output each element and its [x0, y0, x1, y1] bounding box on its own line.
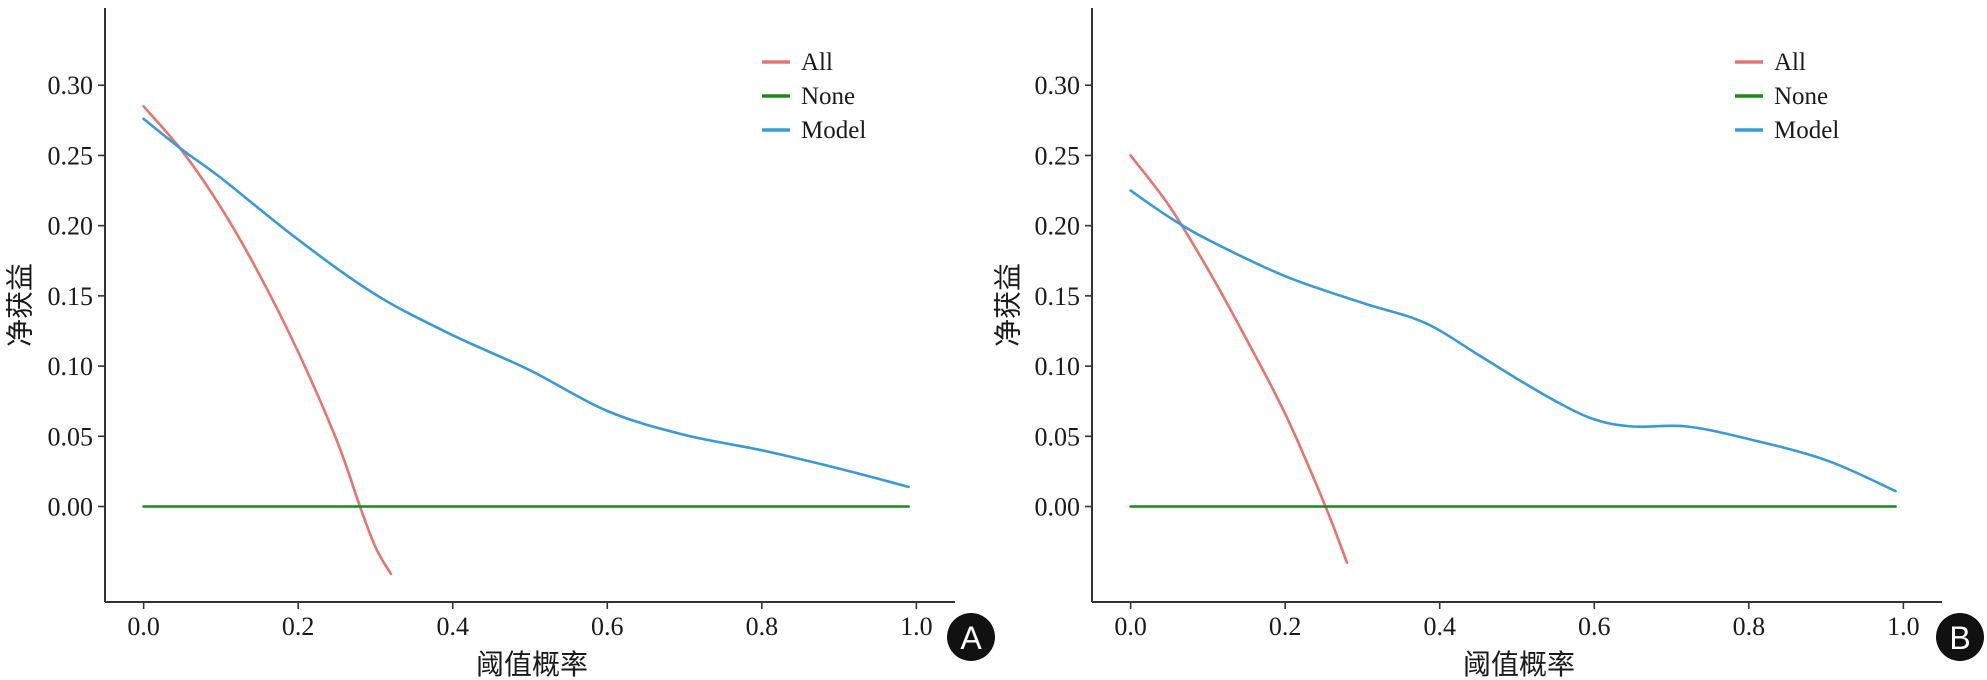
legend-label-model: Model [801, 117, 866, 144]
y-tick-label: 0.10 [1035, 352, 1081, 381]
y-tick-label: 0.20 [1035, 212, 1081, 241]
legend-label-all: All [801, 49, 833, 76]
x-tick-label: 0.6 [1578, 612, 1611, 641]
y-axis-title: 净获益 [992, 263, 1025, 347]
series-line-all [1129, 154, 1349, 564]
x-tick-label: 0.8 [1733, 612, 1766, 641]
x-tick-label: 0.4 [1423, 612, 1456, 641]
y-tick-label: 0.25 [48, 141, 94, 170]
x-tick-label: 0.2 [1269, 612, 1302, 641]
panel-b: 0.00 0.05 0.10 0.15 0.20 0.25 0.30 0.0 0.2 0.4 0.6… [992, 8, 1984, 680]
x-axis-title: 阈值概率 [1463, 648, 1575, 680]
x-tick-label: 0.0 [127, 612, 160, 641]
y-tick-label: 0.20 [48, 212, 94, 241]
panel-badge [1936, 613, 1984, 661]
y-tick-label: 0.00 [1035, 493, 1081, 522]
y-tick-label: 0.30 [48, 71, 94, 100]
series-line-model [1129, 189, 1897, 493]
x-tick-label: 0.4 [436, 612, 469, 641]
legend-label-model: Model [1774, 117, 1839, 144]
legend-label-none: None [801, 83, 855, 110]
panel-badge [947, 613, 995, 661]
y-tick-label: 0.15 [48, 282, 94, 311]
x-tick-label: 0.2 [282, 612, 315, 641]
y-tick-label: 0.05 [1035, 422, 1081, 451]
x-tick-label: 1.0 [900, 612, 933, 641]
panel-a: 0.00 0.05 0.10 0.15 0.20 0.25 0.30 0.0 0.2 0.4 0.6… [4, 8, 995, 680]
y-tick-label: 0.25 [1035, 141, 1081, 170]
series-line-all [142, 105, 393, 576]
panel-badge-label: B [1949, 620, 1970, 656]
legend-label-none: None [1774, 83, 1828, 110]
y-tick-label: 0.30 [1035, 71, 1081, 100]
y-tick-label: 0.05 [48, 422, 94, 451]
x-tick-label: 1.0 [1887, 612, 1920, 641]
series-line-model [142, 117, 910, 489]
legend-label-all: All [1774, 49, 1806, 76]
y-tick-label: 0.00 [48, 493, 94, 522]
y-axis-title: 净获益 [4, 263, 37, 347]
x-tick-label: 0.0 [1114, 612, 1147, 641]
panel-badge-label: A [960, 620, 982, 656]
x-tick-label: 0.8 [746, 612, 779, 641]
x-axis-title: 阈值概率 [476, 648, 588, 680]
y-tick-label: 0.10 [48, 352, 94, 381]
y-tick-label: 0.15 [1035, 282, 1081, 311]
x-tick-label: 0.6 [591, 612, 624, 641]
